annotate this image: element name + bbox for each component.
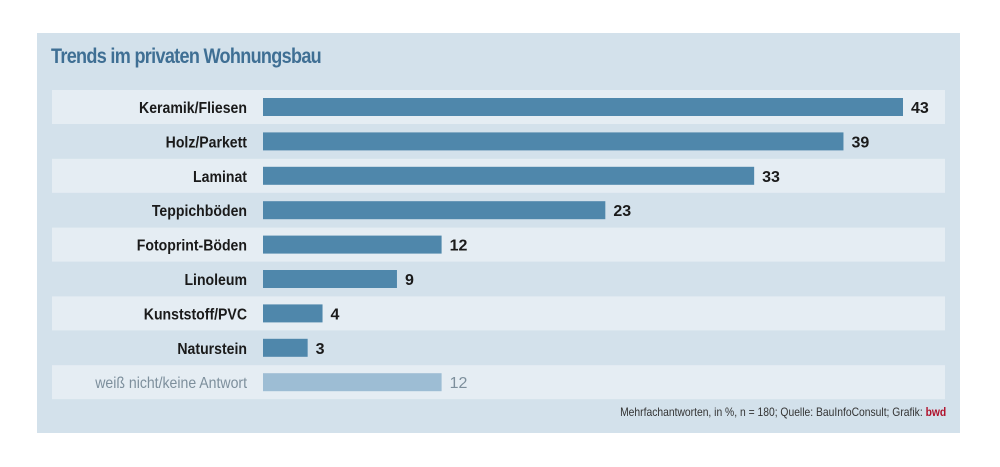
bar [263, 373, 442, 392]
bar [263, 201, 606, 220]
footnote-text: Mehrfachantworten, in %, n = 180; Quelle… [619, 405, 923, 419]
bar [263, 235, 442, 254]
chart-panel: Trends im privaten Wohnungsbau Keramik/F… [37, 33, 960, 433]
value-label: 23 [613, 203, 631, 220]
bar [263, 270, 397, 288]
category-label: Holz/Parkett [166, 134, 247, 152]
bar [263, 132, 844, 151]
value-label: 3 [316, 341, 325, 358]
bar [263, 166, 755, 185]
category-label: Keramik/Fliesen [139, 99, 247, 117]
bar [263, 98, 903, 116]
brand-label: bwd [925, 405, 946, 419]
chart-title: Trends im privaten Wohnungsbau [51, 45, 322, 68]
category-label: Naturstein [177, 340, 247, 358]
value-label: 33 [762, 169, 780, 186]
category-label: Fotoprint-Böden [137, 237, 247, 255]
row-band [52, 365, 945, 400]
bar [263, 304, 323, 323]
footnote: Mehrfachantworten, in %, n = 180; Quelle… [620, 405, 946, 419]
value-label: 9 [405, 272, 414, 289]
value-label: 43 [911, 100, 929, 117]
category-label: Laminat [193, 168, 247, 186]
category-label: Kunststoff/PVC [144, 306, 247, 324]
row-band [52, 227, 945, 262]
category-label: Linoleum [184, 271, 247, 289]
row-band [52, 296, 945, 331]
value-label: 4 [331, 306, 340, 323]
category-label: weiß nicht/keine Antwort [94, 374, 247, 392]
value-label: 39 [851, 134, 869, 151]
value-label: 12 [450, 238, 468, 255]
category-label: Teppichböden [152, 202, 247, 220]
bar [263, 338, 308, 357]
value-label: 12 [450, 375, 468, 392]
